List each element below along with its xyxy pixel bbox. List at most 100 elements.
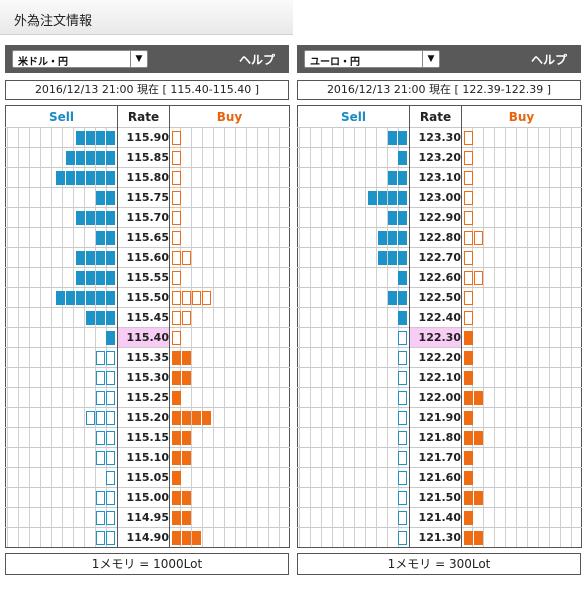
sell-volume-cell xyxy=(5,467,118,488)
sell-volume-bar xyxy=(388,171,407,185)
currency-pair-select[interactable]: ユーロ・円 ▼ xyxy=(304,50,440,68)
sell-volume-cell xyxy=(297,247,410,268)
sell-volume-block xyxy=(96,271,105,285)
currency-pair-select[interactable]: 米ドル・円 ▼ xyxy=(12,50,148,68)
rate-header: Rate xyxy=(409,105,462,128)
buy-volume-bar xyxy=(464,491,483,505)
buy-volume-cell xyxy=(169,407,290,428)
table-row: 122.80 xyxy=(297,227,582,248)
sell-volume-block xyxy=(56,171,65,185)
rate-timestamp: 2016/12/13 21:00 現在 [ 115.40-115.40 ] xyxy=(5,80,289,100)
sell-volume-block xyxy=(106,191,115,205)
rate-cell: 115.55 xyxy=(117,267,170,288)
sell-volume-bar xyxy=(398,391,407,405)
sell-volume-block xyxy=(398,531,407,545)
sell-volume-block xyxy=(106,411,115,425)
sell-volume-block xyxy=(106,271,115,285)
buy-volume-block xyxy=(172,291,181,305)
buy-volume-bar xyxy=(464,271,483,285)
rate-cell: 114.95 xyxy=(117,507,170,528)
buy-header: Buy xyxy=(216,109,243,124)
panel-toolbar: ユーロ・円 ▼ ヘルプ xyxy=(297,45,581,73)
sell-volume-bar xyxy=(96,511,115,525)
buy-volume-cell xyxy=(169,187,290,208)
buy-volume-block xyxy=(172,211,181,225)
table-row: 115.65 xyxy=(5,227,290,248)
sell-volume-cell xyxy=(297,207,410,228)
sell-volume-block xyxy=(56,291,65,305)
currency-pair-value: 米ドル・円 xyxy=(18,57,68,68)
sell-volume-block xyxy=(398,471,407,485)
sell-volume-block xyxy=(76,171,85,185)
buy-volume-block xyxy=(464,471,473,485)
buy-volume-cell xyxy=(461,487,582,508)
buy-volume-cell xyxy=(169,447,290,468)
sell-volume-block xyxy=(86,151,95,165)
sell-volume-block xyxy=(96,451,105,465)
sell-volume-block xyxy=(388,131,397,145)
sell-volume-block xyxy=(96,191,105,205)
sell-volume-cell xyxy=(5,207,118,228)
sell-volume-block xyxy=(96,491,105,505)
sell-volume-block xyxy=(378,191,387,205)
sell-volume-cell xyxy=(5,367,118,388)
table-row: 114.90 xyxy=(5,527,290,548)
buy-volume-bar xyxy=(464,311,473,325)
sell-volume-block xyxy=(96,371,105,385)
sell-volume-cell xyxy=(297,127,410,148)
sell-volume-block xyxy=(398,171,407,185)
sell-volume-bar xyxy=(66,151,115,165)
rate-cell: 115.75 xyxy=(117,187,170,208)
table-row: 123.30 xyxy=(297,127,582,148)
table-row: 121.30 xyxy=(297,527,582,548)
rate-header: Rate xyxy=(117,105,170,128)
order-book-header: Sell Rate Buy xyxy=(297,105,582,128)
dropdown-arrow-icon[interactable]: ▼ xyxy=(130,51,147,67)
sell-volume-cell xyxy=(5,227,118,248)
rate-cell: 115.20 xyxy=(117,407,170,428)
buy-volume-bar xyxy=(172,331,181,345)
buy-volume-block xyxy=(172,311,181,325)
sell-volume-bar xyxy=(398,531,407,545)
sell-volume-cell xyxy=(297,407,410,428)
table-row: 122.60 xyxy=(297,267,582,288)
sell-volume-bar xyxy=(76,251,115,265)
buy-volume-cell xyxy=(169,227,290,248)
sell-volume-block xyxy=(96,211,105,225)
buy-volume-cell xyxy=(169,527,290,548)
rate-cell: 115.25 xyxy=(117,387,170,408)
rate-cell: 123.00 xyxy=(409,187,462,208)
table-row: 115.75 xyxy=(5,187,290,208)
buy-volume-bar xyxy=(464,511,473,525)
buy-volume-cell xyxy=(461,327,582,348)
sell-volume-bar xyxy=(388,291,407,305)
help-link[interactable]: ヘルプ xyxy=(530,53,567,67)
currency-pair-value: ユーロ・円 xyxy=(310,57,360,68)
sell-volume-bar xyxy=(106,331,115,345)
help-link[interactable]: ヘルプ xyxy=(238,53,275,67)
buy-volume-block xyxy=(182,431,191,445)
table-row: 115.85 xyxy=(5,147,290,168)
buy-volume-block xyxy=(464,191,473,205)
sell-volume-block xyxy=(398,371,407,385)
rate-cell: 115.30 xyxy=(117,367,170,388)
buy-header: Buy xyxy=(508,109,535,124)
dropdown-arrow-icon[interactable]: ▼ xyxy=(422,51,439,67)
buy-volume-block xyxy=(464,351,473,365)
table-row: 115.15 xyxy=(5,427,290,448)
buy-volume-block xyxy=(182,511,191,525)
buy-volume-block xyxy=(182,371,191,385)
sell-volume-block xyxy=(378,231,387,245)
buy-volume-block xyxy=(464,371,473,385)
sell-volume-bar xyxy=(76,271,115,285)
sell-volume-cell xyxy=(5,407,118,428)
table-row: 115.40 xyxy=(5,327,290,348)
buy-volume-cell xyxy=(461,407,582,428)
buy-volume-bar xyxy=(172,231,181,245)
sell-volume-bar xyxy=(76,131,115,145)
buy-volume-cell xyxy=(169,147,290,168)
sell-volume-cell xyxy=(297,167,410,188)
table-row: 115.00 xyxy=(5,487,290,508)
buy-volume-bar xyxy=(464,291,473,305)
buy-volume-bar xyxy=(464,471,473,485)
